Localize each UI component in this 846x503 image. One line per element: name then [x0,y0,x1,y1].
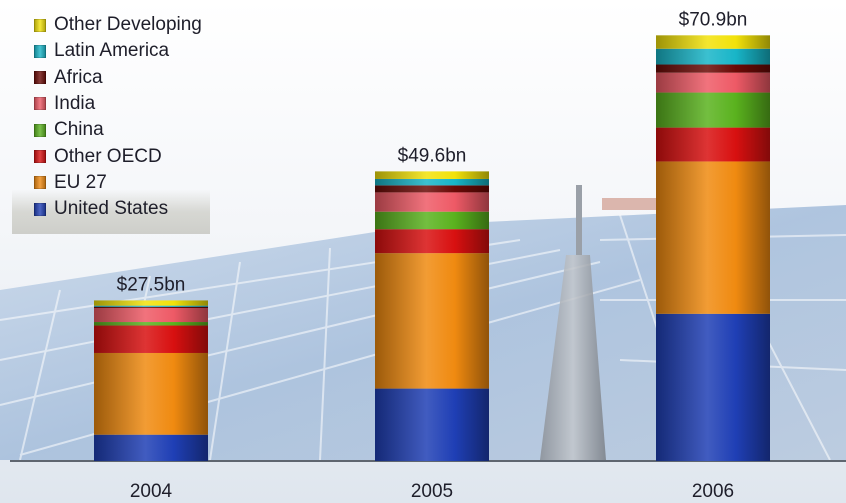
legend-swatch-other-oecd [34,150,46,163]
legend-label-china: China [54,119,104,141]
bar-segment-china-2006 [656,92,770,128]
bar-segment-india-2004 [94,308,208,323]
legend-item-africa: Africa [34,65,103,91]
bar-segment-united-states-2005 [375,388,489,461]
legend-item-india: India [34,91,95,117]
legend-swatch-united-states [34,202,46,216]
bar-segment-other-oecd-2006 [656,127,770,162]
bar-segment-eu-27-2006 [656,161,770,314]
legend-item-other-developing: Other Developing [34,12,202,38]
bar-segment-united-states-2006 [656,313,770,461]
legend-label-india: India [54,92,96,114]
bar-segment-other-oecd-2004 [94,325,208,353]
bar-segment-united-states-2004 [94,434,208,461]
chart-legend: Other Developing Latin America Africa India… [12,12,210,234]
legend-item-latin-america: Latin America [34,38,169,64]
bar-segment-other-oecd-2005 [375,229,489,254]
total-label-2004: $27.5bn [117,274,186,295]
legend-label-africa: Africa [54,66,103,88]
bar-segment-latin-america-2004 [94,305,208,307]
legend-swatch-africa [34,71,46,85]
total-label-2006: $70.9bn [679,9,748,30]
legend-swatch-latin-america [34,44,46,58]
bar-segment-africa-2004 [94,306,208,309]
legend-label-united-states: United States [54,198,169,220]
bar-segment-africa-2005 [375,185,489,193]
total-label-2005: $49.6bn [398,145,467,166]
legend-label-other-oecd: Other OECD [54,145,162,167]
bar-segment-latin-america-2006 [656,48,770,65]
bar-segment-other-developing-2004 [94,300,208,306]
bar-segment-eu-27-2005 [375,253,489,389]
legend-item-eu-27: EU 27 [34,170,107,196]
legend-item-china: China [34,117,104,143]
bar-segment-india-2006 [656,72,770,93]
legend-swatch-china [34,123,46,137]
bar-segment-latin-america-2005 [375,178,489,186]
x-tick-label-2005: 2005 [411,481,453,502]
legend-swatch-india [34,97,46,111]
legend-label-latin-america: Latin America [54,40,170,62]
bar-segment-other-developing-2006 [656,35,770,49]
x-tick-label-2006: 2006 [692,481,734,502]
bar-segment-eu-27-2004 [94,352,208,435]
bar-segment-china-2005 [375,211,489,230]
legend-swatch-other-developing [34,18,46,32]
legend-item-other-oecd: Other OECD [34,144,162,170]
bar-segment-india-2005 [375,192,489,212]
x-tick-label-2004: 2004 [130,481,173,502]
legend-swatch-eu-27 [34,176,46,190]
bar-segment-other-developing-2005 [375,171,489,179]
bar-segment-china-2004 [94,322,208,326]
bar-segment-africa-2006 [656,64,770,73]
legend-item-united-states: United States [34,196,168,222]
legend-label-other-developing: Other Developing [54,14,202,35]
legend-label-eu-27: EU 27 [54,171,107,193]
